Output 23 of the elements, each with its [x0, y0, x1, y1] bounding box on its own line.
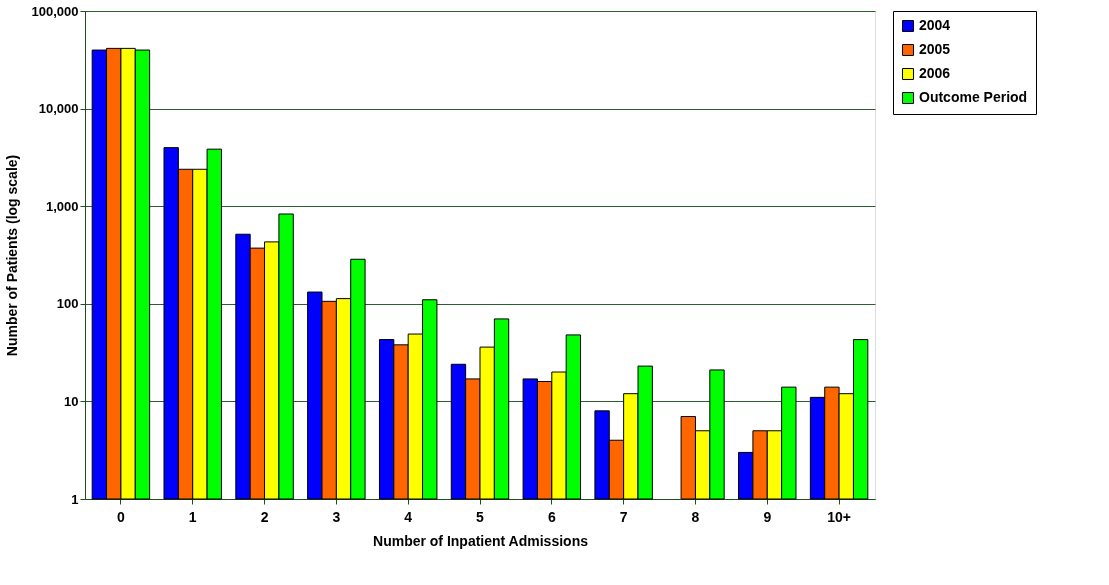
legend-label: Outcome Period [919, 89, 1028, 105]
x-tick-label: 4 [404, 508, 413, 525]
x-tick-label: 0 [117, 508, 126, 525]
y-axis-title: Number of Patients (log scale) [3, 154, 20, 357]
legend-label: 2004 [919, 17, 951, 33]
y-tick-label: 10,000 [38, 101, 79, 117]
legend-label: 2005 [919, 41, 951, 57]
y-tick-label: 100 [56, 296, 79, 312]
x-tick-label: 10+ [827, 508, 851, 525]
legend-label: 2006 [919, 65, 951, 81]
y-tick-label: 10 [64, 393, 79, 409]
x-tick-label: 1 [188, 508, 197, 525]
x-tick-label: 2 [260, 508, 269, 525]
y-tick-label: 1,000 [45, 198, 79, 214]
x-tick-label: 9 [763, 508, 772, 525]
y-tick-label: 100,000 [31, 3, 79, 19]
x-tick-label: 8 [691, 508, 700, 525]
x-tick-label: 5 [476, 508, 485, 525]
x-tick-label: 7 [619, 508, 628, 525]
x-tick-label: 3 [332, 508, 341, 525]
x-axis-title: Number of Inpatient Admissions [373, 532, 589, 549]
y-tick-label: 1 [71, 491, 79, 507]
x-tick-label: 6 [547, 508, 556, 525]
